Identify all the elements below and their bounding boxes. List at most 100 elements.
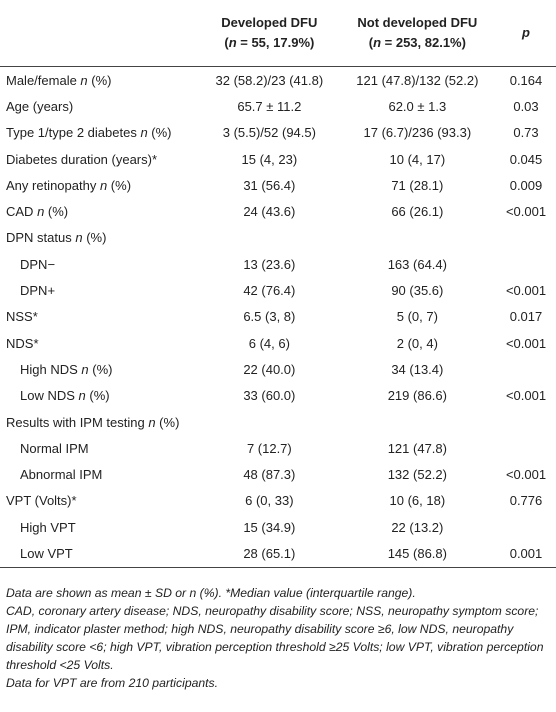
cell xyxy=(200,225,339,251)
table-row: NSS* 6.5 (3, 8) 5 (0, 7) 0.017 xyxy=(0,304,556,330)
header-cell xyxy=(0,0,200,67)
cell xyxy=(496,514,556,540)
table-row: Normal IPM 7 (12.7) 121 (47.8) xyxy=(0,435,556,461)
row-label: Normal IPM xyxy=(0,435,200,461)
cell: 5 (0, 7) xyxy=(396,309,438,325)
header-line: (n = 55, 17.9%) xyxy=(200,33,339,53)
text: DPN status xyxy=(6,230,76,246)
italic-text: n xyxy=(37,204,45,220)
cell xyxy=(496,225,556,251)
row-label: Abnormal IPM xyxy=(0,461,200,487)
row-label: CAD n (%) xyxy=(0,198,200,224)
italic-text: n xyxy=(80,72,88,88)
cell: 24 (43.6) xyxy=(243,204,296,220)
text: Low NDS xyxy=(20,388,79,404)
table-row: Low NDS n (%) 33 (60.0) 219 (86.6) <0.001 xyxy=(0,383,556,409)
text: (%) xyxy=(107,177,132,193)
cell: 65.7 ± 11.2 xyxy=(237,98,302,114)
cell: 31 (56.4) xyxy=(243,177,296,193)
text: Male/female xyxy=(6,72,81,88)
cell: 0.776 xyxy=(509,493,543,509)
row-label: Type 1/type 2 diabetes n (%) xyxy=(0,120,200,146)
text: = 55, 17.9%) xyxy=(236,35,315,50)
cell: 10 (6, 18) xyxy=(389,493,446,509)
cell: 132 (52.2) xyxy=(387,467,447,483)
row-label: Male/female n (%) xyxy=(0,67,200,94)
cell: 22 (13.2) xyxy=(391,519,444,535)
cell: 0.73 xyxy=(513,125,539,141)
text: (%) xyxy=(82,230,107,246)
cell: 0.03 xyxy=(513,98,539,114)
cell xyxy=(339,409,496,435)
cell: 10 (4, 17) xyxy=(389,151,446,167)
table-row: Results with IPM testing n (%) xyxy=(0,409,556,435)
table-row: DPN+ 42 (76.4) 90 (35.6) <0.001 xyxy=(0,277,556,303)
table-row: High VPT 15 (34.9) 22 (13.2) xyxy=(0,514,556,540)
footnote: Data for VPT are from 210 participants. xyxy=(6,676,219,690)
table-row: VPT (Volts)* 6 (0, 33) 10 (6, 18) 0.776 xyxy=(0,488,556,514)
table-row: Male/female n (%) 32 (58.2)/23 (41.8) 121 … xyxy=(0,67,556,94)
footnote: CAD, coronary artery disease; NDS, neuro… xyxy=(6,604,544,672)
header-row: Developed DFU (n = 55, 17.9%) Not develope… xyxy=(0,0,556,67)
cell: 7 (12.7) xyxy=(246,440,292,456)
cell: 13 (23.6) xyxy=(243,256,296,272)
table-row: Type 1/type 2 diabetes n (%) 3 (5.5)/52 (… xyxy=(0,120,556,146)
cell: <0.001 xyxy=(505,467,547,483)
cell: <0.001 xyxy=(505,388,547,404)
cell: 2 (0, 4) xyxy=(396,335,438,351)
cell: 0.001 xyxy=(496,540,556,568)
text: ( xyxy=(224,35,229,50)
cell xyxy=(339,225,496,251)
italic-text: n xyxy=(99,177,108,193)
cell: 33 (60.0) xyxy=(243,388,296,404)
footnote: Data are shown as mean ± SD or n (%). *M… xyxy=(6,586,416,600)
cell: 145 (86.8) xyxy=(338,540,496,568)
text: DPN+ xyxy=(20,283,56,299)
row-label: DPN− xyxy=(0,251,200,277)
table-row: Diabetes duration (years)* 15 (4, 23) 10 (… xyxy=(0,146,556,172)
text: NDS* xyxy=(6,335,39,351)
table-row: CAD n (%) 24 (43.6) 66 (26.1) <0.001 xyxy=(0,198,556,224)
row-label: VPT (Volts)* xyxy=(0,488,200,514)
text: (%) xyxy=(155,414,180,430)
header-cell: Developed DFU (n = 55, 17.9%) xyxy=(200,0,339,67)
italic-text: n xyxy=(373,35,382,50)
row-label: NSS* xyxy=(0,304,200,330)
table-row: DPN status n (%) xyxy=(0,225,556,251)
cell: 22 (40.0) xyxy=(243,361,296,377)
cell xyxy=(496,435,556,461)
text: DPN− xyxy=(20,256,56,272)
table-row: Abnormal IPM 48 (87.3) 132 (52.2) <0.001 xyxy=(0,461,556,487)
row-label: Low VPT xyxy=(0,540,200,568)
table-row: Low VPT 28 (65.1) 145 (86.8) 0.001 xyxy=(0,540,556,568)
text: High VPT xyxy=(20,519,76,535)
italic-text: n xyxy=(148,414,156,430)
cell: 6 (4, 6) xyxy=(248,335,290,351)
cell: 0.017 xyxy=(509,309,543,325)
cell xyxy=(496,251,556,277)
cell: 121 (47.8)/132 (52.2) xyxy=(356,72,479,88)
header-line: Developed DFU xyxy=(221,15,318,30)
row-label: DPN status n (%) xyxy=(0,225,200,251)
header-cell: p xyxy=(496,0,556,67)
cell: 0.164 xyxy=(509,72,543,88)
cell: 3 (5.5)/52 (94.5) xyxy=(222,125,316,141)
text: Normal IPM xyxy=(20,440,89,456)
data-table: Developed DFU (n = 55, 17.9%) Not develope… xyxy=(0,0,556,568)
cell: 15 (34.9) xyxy=(243,519,296,535)
italic-text: n xyxy=(140,125,148,141)
text: Diabetes duration (years)* xyxy=(6,151,158,167)
cell: 163 (64.4) xyxy=(387,256,447,272)
italic-text: p xyxy=(522,25,530,40)
italic-text: n xyxy=(81,361,89,377)
footnotes: Data are shown as mean ± SD or n (%). *M… xyxy=(6,584,552,692)
text: Any retinopathy xyxy=(6,177,100,193)
text: = 253, 82.1%) xyxy=(381,35,466,50)
cell: 42 (76.4) xyxy=(243,283,296,299)
table-row: Any retinopathy n (%) 31 (56.4) 71 (28.1) 0… xyxy=(0,172,556,198)
cell: 15 (4, 23) xyxy=(241,151,298,167)
header-line: p xyxy=(496,23,556,43)
table-row: DPN− 13 (23.6) 163 (64.4) xyxy=(0,251,556,277)
text: Abnormal IPM xyxy=(20,467,103,483)
